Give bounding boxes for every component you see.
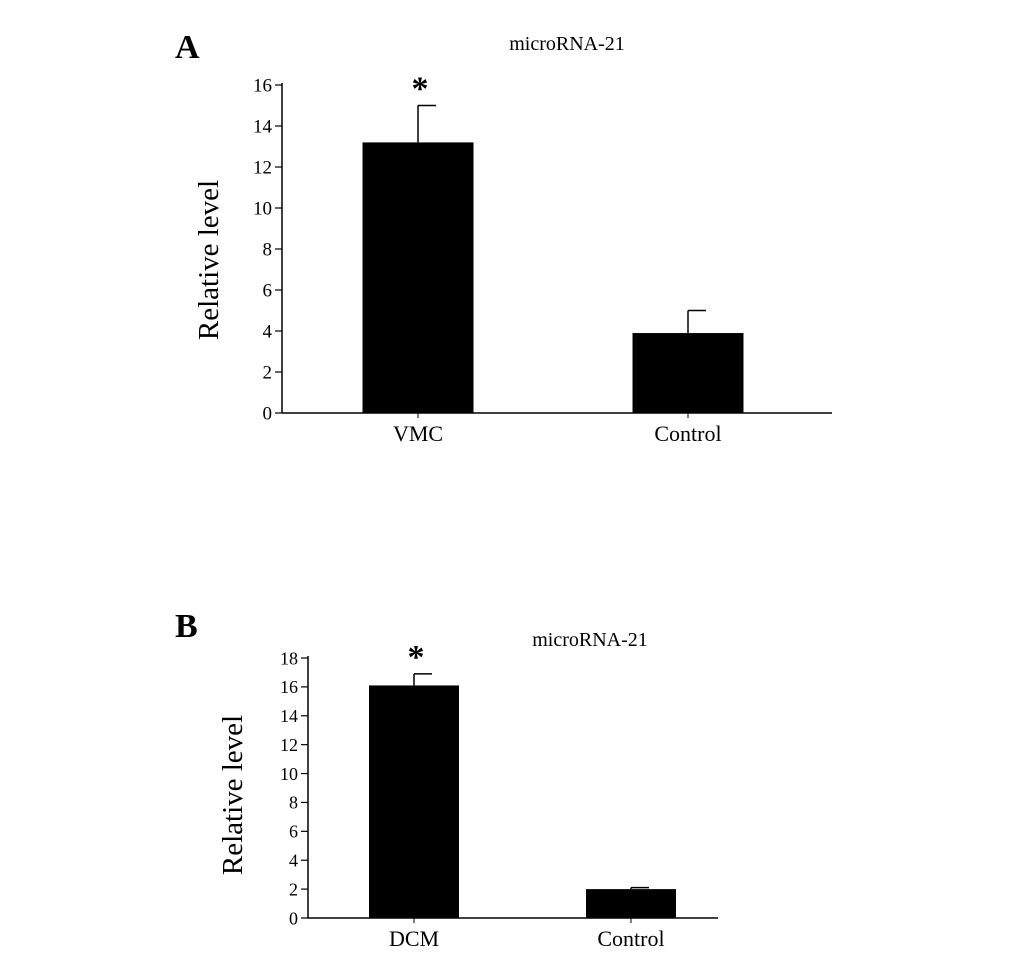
y-tick-label: 14 [253,117,273,138]
y-tick-label: 0 [263,404,273,425]
x-tick-label: Control [597,926,664,951]
y-tick-label: 2 [263,363,273,384]
panel-label: A [175,29,200,66]
y-tick-label: 8 [289,793,298,813]
y-tick-label: 10 [253,199,272,220]
bar-dcm [369,685,459,918]
y-axis-label: Relative level [217,715,249,875]
bar-vmc [362,142,474,413]
y-tick-label: 18 [280,648,298,668]
bar-control [632,333,744,413]
y-axis-label: Relative level [193,180,225,340]
y-tick-label: 14 [280,706,298,726]
bar-control [586,889,676,918]
significance-marker: * [412,71,429,108]
panel-label: B [175,608,198,645]
y-tick-label: 0 [289,908,298,928]
y-tick-label: 12 [280,735,298,755]
x-tick-label: VMC [393,421,443,446]
x-tick-label: Control [654,421,721,446]
y-tick-label: 8 [263,240,273,261]
y-tick-label: 12 [253,158,272,179]
y-tick-label: 4 [289,851,298,871]
y-tick-label: 10 [280,764,298,784]
chart-title: microRNA-21 [509,33,625,55]
y-tick-label: 4 [263,322,273,343]
chart-title: microRNA-21 [532,629,648,651]
y-tick-label: 16 [280,677,298,697]
significance-marker: * [408,639,425,676]
y-tick-label: 6 [263,281,273,302]
y-tick-label: 2 [289,879,298,899]
x-tick-label: DCM [389,926,439,951]
y-tick-label: 6 [289,822,298,842]
y-tick-label: 16 [253,76,272,97]
